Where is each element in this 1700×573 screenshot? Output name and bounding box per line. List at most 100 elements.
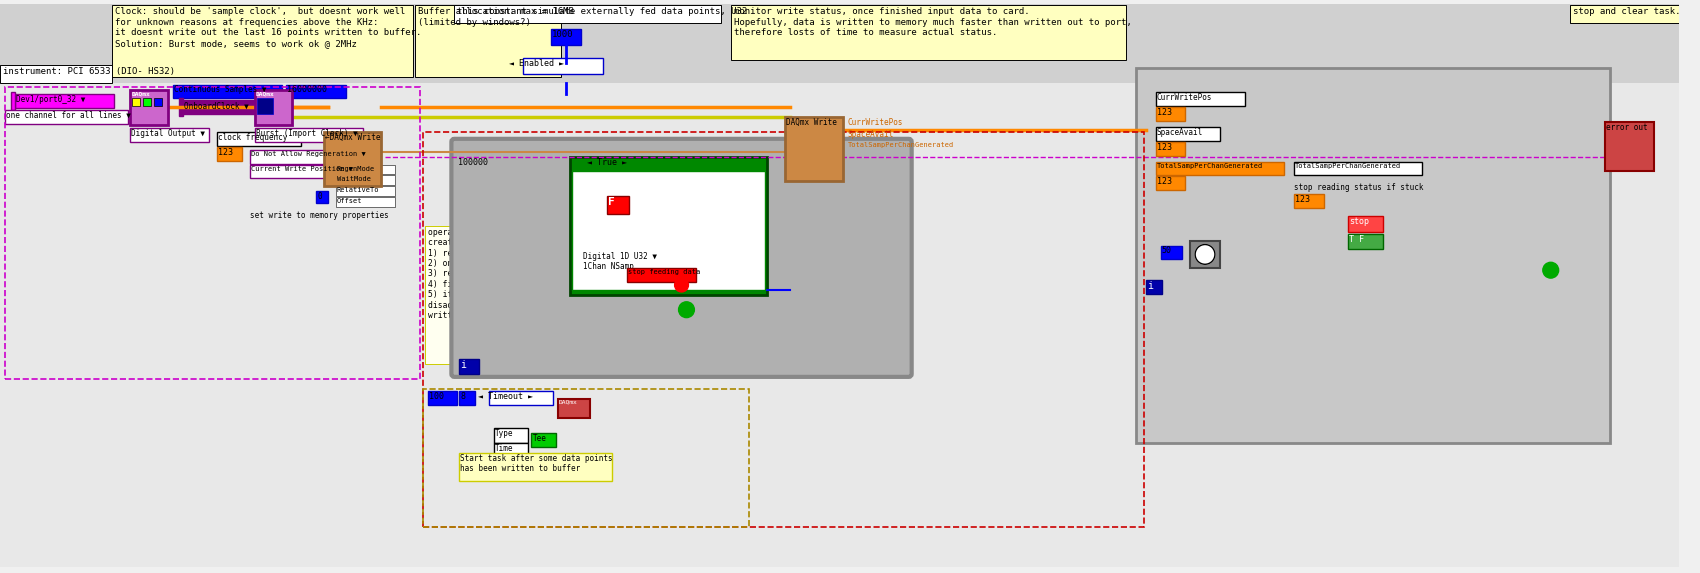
- Text: T F: T F: [1350, 235, 1363, 244]
- Text: 100000: 100000: [459, 158, 488, 167]
- Text: Time: Time: [495, 444, 513, 453]
- Text: set write to memory properties: set write to memory properties: [250, 211, 389, 220]
- Circle shape: [1195, 245, 1216, 264]
- FancyBboxPatch shape: [1146, 280, 1161, 294]
- FancyBboxPatch shape: [1571, 6, 1680, 23]
- Text: CurrWritePos: CurrWritePos: [848, 118, 903, 127]
- Text: ◄ Enabled ►: ◄ Enabled ►: [508, 59, 564, 68]
- FancyBboxPatch shape: [0, 65, 112, 83]
- FancyBboxPatch shape: [415, 6, 561, 77]
- Text: ◄ Timeout ►: ◄ Timeout ►: [478, 392, 534, 401]
- FancyBboxPatch shape: [250, 150, 379, 163]
- FancyBboxPatch shape: [1156, 176, 1185, 190]
- FancyBboxPatch shape: [457, 156, 505, 170]
- Text: this constant simulate externally fed data points, U32: this constant simulate externally fed da…: [457, 7, 748, 17]
- FancyBboxPatch shape: [337, 175, 394, 185]
- Text: i: i: [1148, 281, 1153, 291]
- FancyBboxPatch shape: [785, 117, 843, 181]
- FancyBboxPatch shape: [337, 197, 394, 207]
- Text: DAQmx: DAQmx: [559, 399, 578, 405]
- FancyBboxPatch shape: [1294, 194, 1324, 208]
- FancyBboxPatch shape: [257, 99, 272, 114]
- FancyBboxPatch shape: [1348, 216, 1382, 231]
- FancyBboxPatch shape: [558, 399, 590, 418]
- Text: Do Not Allow Regeneration ▼: Do Not Allow Regeneration ▼: [252, 151, 366, 156]
- FancyBboxPatch shape: [452, 139, 911, 377]
- FancyBboxPatch shape: [337, 186, 394, 196]
- FancyBboxPatch shape: [1156, 92, 1244, 106]
- FancyBboxPatch shape: [0, 83, 1680, 567]
- Circle shape: [675, 278, 688, 292]
- Text: 8: 8: [461, 392, 466, 401]
- Text: Type: Type: [495, 429, 513, 438]
- FancyBboxPatch shape: [0, 3, 1680, 83]
- FancyBboxPatch shape: [490, 391, 552, 405]
- Circle shape: [1544, 262, 1559, 278]
- FancyBboxPatch shape: [1190, 241, 1221, 268]
- Text: 123: 123: [1295, 195, 1311, 204]
- Text: error out: error out: [1606, 123, 1647, 132]
- Text: 1Chan NSamp: 1Chan NSamp: [583, 262, 634, 271]
- Text: 123: 123: [1156, 178, 1171, 186]
- FancyBboxPatch shape: [1156, 162, 1284, 175]
- FancyBboxPatch shape: [250, 164, 333, 178]
- Text: instrument: PCI 6533 (DIO- HS32): instrument: PCI 6533 (DIO- HS32): [3, 66, 175, 76]
- Text: Clock: should be 'sample clock',  but doesnt work well
for unknown reasons at fr: Clock: should be 'sample clock', but doe…: [114, 7, 422, 48]
- FancyBboxPatch shape: [1348, 234, 1382, 249]
- FancyBboxPatch shape: [532, 433, 556, 447]
- Text: Digital Output ▼: Digital Output ▼: [131, 129, 206, 138]
- Text: 0: 0: [318, 192, 321, 201]
- Circle shape: [678, 302, 694, 317]
- FancyBboxPatch shape: [1156, 107, 1185, 121]
- FancyBboxPatch shape: [1605, 122, 1654, 171]
- FancyBboxPatch shape: [459, 359, 479, 374]
- FancyBboxPatch shape: [551, 29, 581, 45]
- Text: Burst (Import Clock) ▼: Burst (Import Clock) ▼: [255, 129, 357, 138]
- FancyBboxPatch shape: [425, 226, 741, 364]
- Text: SpaceAvail: SpaceAvail: [848, 130, 894, 139]
- FancyBboxPatch shape: [495, 428, 529, 443]
- FancyBboxPatch shape: [218, 147, 241, 160]
- Text: Dev1/port0_32 ▼: Dev1/port0_32 ▼: [15, 95, 85, 104]
- Text: TotalSampPerChanGenerated: TotalSampPerChanGenerated: [1295, 163, 1401, 168]
- Text: 123: 123: [1156, 108, 1171, 117]
- FancyBboxPatch shape: [731, 6, 1125, 60]
- FancyBboxPatch shape: [173, 84, 282, 99]
- FancyBboxPatch shape: [182, 100, 277, 114]
- FancyBboxPatch shape: [10, 92, 15, 110]
- FancyBboxPatch shape: [15, 95, 114, 108]
- FancyBboxPatch shape: [428, 391, 457, 405]
- Text: TotalSampPerChanGenerated: TotalSampPerChanGenerated: [848, 142, 954, 148]
- Text: Tee: Tee: [532, 434, 546, 443]
- Text: stop reading status if stuck: stop reading status if stuck: [1294, 183, 1423, 193]
- FancyBboxPatch shape: [570, 156, 767, 295]
- Text: monitor write status, once finished input data to card.
Hopefully, data is writt: monitor write status, once finished inpu…: [734, 7, 1132, 37]
- Text: 100: 100: [428, 392, 444, 401]
- FancyBboxPatch shape: [1136, 68, 1610, 443]
- FancyBboxPatch shape: [524, 58, 602, 74]
- Text: Buffer allocation: max = 16MB
(limited by windows?): Buffer allocation: max = 16MB (limited b…: [418, 7, 573, 27]
- Text: ◄ True ►: ◄ True ►: [586, 158, 627, 167]
- Text: 123: 123: [218, 148, 233, 157]
- FancyBboxPatch shape: [571, 171, 765, 290]
- FancyBboxPatch shape: [286, 84, 345, 99]
- Text: i: i: [461, 360, 466, 370]
- Text: Digital 1D U32 ▼: Digital 1D U32 ▼: [583, 253, 656, 261]
- FancyBboxPatch shape: [454, 6, 721, 23]
- FancyBboxPatch shape: [627, 268, 697, 282]
- Text: 1000: 1000: [552, 30, 573, 39]
- FancyBboxPatch shape: [593, 156, 656, 170]
- Text: Offset: Offset: [337, 198, 362, 204]
- Text: one channel for all lines ▼: one channel for all lines ▼: [5, 111, 131, 120]
- Text: stop feeding data: stop feeding data: [629, 269, 700, 275]
- Text: stop: stop: [1350, 217, 1368, 226]
- Text: 123: 123: [1156, 143, 1171, 152]
- Text: 16000000: 16000000: [287, 85, 328, 95]
- Text: 50: 50: [1161, 246, 1171, 256]
- FancyBboxPatch shape: [459, 453, 612, 481]
- FancyBboxPatch shape: [218, 132, 301, 146]
- Text: WaitMode: WaitMode: [337, 176, 371, 182]
- Text: DAQmx: DAQmx: [255, 92, 275, 96]
- FancyBboxPatch shape: [155, 99, 162, 106]
- Text: Continuous Samples ▼: Continuous Samples ▼: [173, 85, 267, 95]
